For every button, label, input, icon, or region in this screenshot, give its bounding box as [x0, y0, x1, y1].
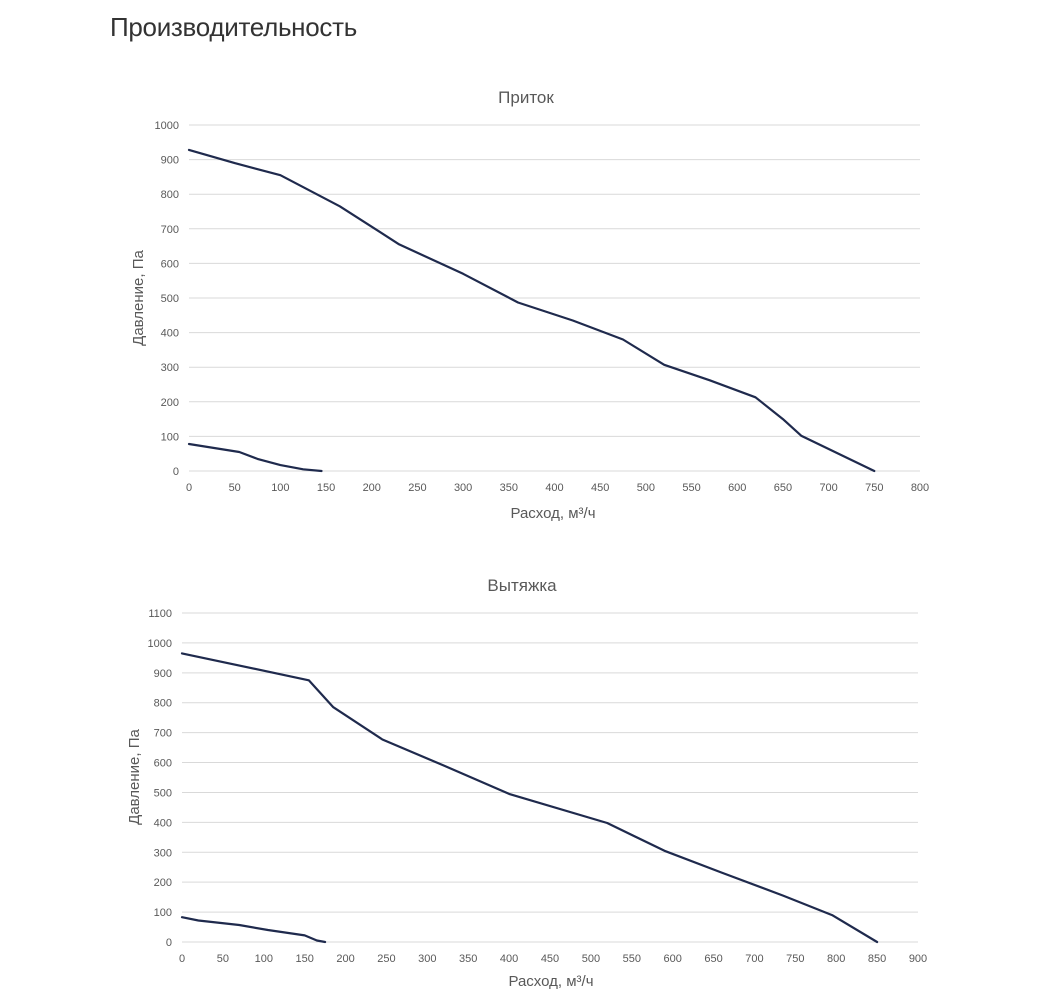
x-tick-label: 250 — [408, 482, 426, 494]
x-tick-label: 800 — [911, 482, 929, 494]
y-axis-label: Давление, Па — [130, 250, 147, 346]
y-axis-label: Давление, Па — [126, 729, 143, 825]
y-tick-label: 500 — [154, 787, 172, 799]
y-tick-label: 200 — [154, 877, 172, 889]
y-tick-label: 1000 — [148, 638, 172, 650]
x-tick-label: 450 — [591, 482, 609, 494]
x-tick-label: 350 — [459, 953, 477, 965]
y-tick-label: 1000 — [155, 120, 179, 132]
x-tick-label: 650 — [704, 953, 722, 965]
y-tick-label: 400 — [154, 817, 172, 829]
y-tick-label: 300 — [161, 362, 179, 374]
x-tick-label: 0 — [186, 482, 192, 494]
x-axis-label: Расход, м³/ч — [508, 973, 593, 990]
x-tick-label: 0 — [179, 953, 185, 965]
x-tick-label: 250 — [377, 953, 395, 965]
y-tick-label: 1100 — [148, 608, 172, 620]
series-line-2 — [180, 916, 327, 944]
chart-vytyazhka: Вытяжка 01002003004005006007008009001000… — [126, 576, 927, 990]
x-tick-label: 600 — [728, 482, 746, 494]
x-tick-label: 300 — [418, 953, 436, 965]
x-tick-label: 50 — [217, 953, 229, 965]
chart-pritok: Приток 01002003004005006007008009001000 … — [130, 88, 929, 522]
y-tick-label: 400 — [161, 328, 179, 340]
y-tick-label: 800 — [161, 189, 179, 201]
x-tick-label: 500 — [582, 953, 600, 965]
chart-title: Вытяжка — [487, 576, 557, 595]
x-tick-label: 150 — [317, 482, 335, 494]
x-tick-label: 700 — [745, 953, 763, 965]
x-tick-label: 600 — [663, 953, 681, 965]
y-tick-label: 100 — [161, 431, 179, 443]
y-tick-label: 0 — [173, 466, 179, 478]
y-tick-label: 700 — [154, 728, 172, 740]
x-tick-label: 350 — [500, 482, 518, 494]
x-tick-label: 900 — [909, 953, 927, 965]
y-tick-label: 300 — [154, 847, 172, 859]
x-tick-label: 800 — [827, 953, 845, 965]
x-tick-label: 750 — [865, 482, 883, 494]
x-tick-label: 100 — [255, 953, 273, 965]
chart-title: Приток — [498, 88, 554, 107]
x-tick-label: 550 — [682, 482, 700, 494]
y-tick-label: 900 — [161, 155, 179, 167]
series-line-1 — [187, 148, 876, 473]
x-tick-label: 50 — [229, 482, 241, 494]
y-tick-label: 0 — [166, 937, 172, 949]
y-tick-label: 700 — [161, 224, 179, 236]
x-tick-label: 850 — [868, 953, 886, 965]
series-line-2 — [187, 442, 323, 473]
page-title: Производительность — [110, 12, 357, 42]
x-tick-label: 750 — [786, 953, 804, 965]
x-tick-label: 500 — [637, 482, 655, 494]
x-tick-label: 650 — [774, 482, 792, 494]
x-axis-label: Расход, м³/ч — [510, 505, 595, 522]
y-tick-label: 800 — [154, 698, 172, 710]
y-tick-label: 600 — [161, 258, 179, 270]
x-tick-label: 400 — [500, 953, 518, 965]
x-tick-label: 200 — [336, 953, 354, 965]
x-tick-label: 100 — [271, 482, 289, 494]
series-line-1 — [180, 652, 879, 944]
y-tick-label: 900 — [154, 668, 172, 680]
x-tick-label: 150 — [295, 953, 313, 965]
x-tick-label: 400 — [545, 482, 563, 494]
y-tick-label: 200 — [161, 397, 179, 409]
y-tick-label: 500 — [161, 293, 179, 305]
x-tick-label: 550 — [623, 953, 641, 965]
x-tick-label: 700 — [819, 482, 837, 494]
y-tick-label: 100 — [154, 907, 172, 919]
y-tick-label: 600 — [154, 758, 172, 770]
x-tick-label: 450 — [541, 953, 559, 965]
x-tick-label: 200 — [363, 482, 381, 494]
x-tick-label: 300 — [454, 482, 472, 494]
